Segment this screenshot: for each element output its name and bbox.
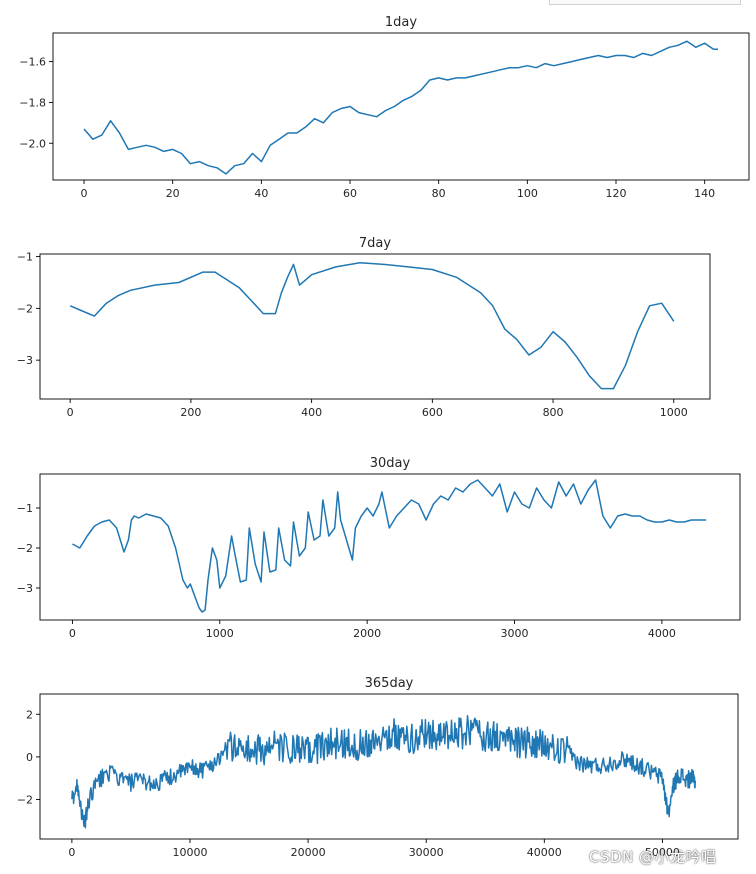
plot-frame: [39, 253, 711, 400]
chart-title: 1day: [385, 15, 417, 30]
x-tick-label: 10000: [172, 846, 207, 859]
x-tick-label: 0: [81, 187, 88, 200]
x-tick-label: 140: [694, 187, 715, 200]
y-tick-label: −2: [17, 542, 33, 555]
x-tick-label: 100: [517, 187, 538, 200]
x-tick-label: 3000: [501, 627, 529, 640]
x-tick-label: 120: [606, 187, 627, 200]
y-tick-label: 2: [26, 708, 33, 721]
x-tick-label: 50000: [645, 846, 680, 859]
x-tick-label: 1000: [206, 627, 234, 640]
plot-frame: [39, 473, 741, 621]
series-line: [72, 479, 707, 613]
series-line: [83, 40, 718, 175]
x-tick-label: 0: [68, 846, 75, 859]
x-tick-label: 30000: [409, 846, 444, 859]
x-tick-label: 400: [301, 406, 322, 419]
chart-title: 30day: [370, 456, 411, 471]
y-tick-label: −2: [17, 794, 33, 807]
y-tick-label: −1.8: [19, 96, 46, 109]
y-tick-label: −1: [17, 251, 33, 264]
top-border-fragment: [549, 0, 741, 5]
x-tick-label: 1000: [660, 406, 688, 419]
x-tick-label: 20: [166, 187, 180, 200]
y-tick-label: 0: [26, 751, 33, 764]
y-tick-label: −1: [17, 502, 33, 515]
y-tick-label: −1.6: [19, 56, 46, 69]
x-tick-label: 600: [422, 406, 443, 419]
x-tick-label: 0: [69, 627, 76, 640]
chart-title: 7day: [359, 236, 391, 251]
x-tick-label: 40: [254, 187, 268, 200]
series-line: [69, 262, 675, 390]
x-tick-label: 200: [180, 406, 201, 419]
y-tick-label: −2: [17, 302, 33, 315]
x-tick-label: 20000: [291, 846, 326, 859]
chart-title: 365day: [365, 676, 414, 691]
series-line: [71, 715, 697, 829]
watermark: CSDN @小龙吟唱: [589, 848, 717, 866]
x-tick-label: 60: [343, 187, 357, 200]
x-tick-label: 800: [543, 406, 564, 419]
y-tick-label: −3: [17, 582, 33, 595]
x-tick-label: 2000: [353, 627, 381, 640]
x-tick-label: 0: [67, 406, 74, 419]
y-tick-label: −3: [17, 354, 33, 367]
x-tick-label: 40000: [527, 846, 562, 859]
x-tick-label: 4000: [648, 627, 676, 640]
plot-frame: [39, 693, 739, 840]
x-tick-label: 80: [432, 187, 446, 200]
y-tick-label: −2.0: [19, 137, 46, 150]
plot-frame: [52, 32, 750, 181]
